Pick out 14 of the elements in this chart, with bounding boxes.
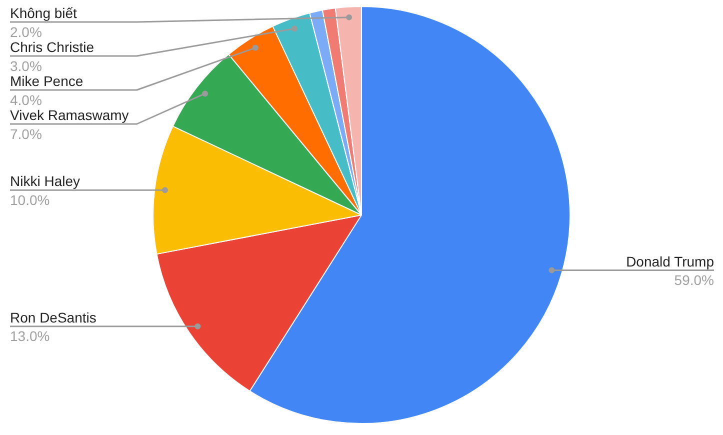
data-label: 2.0% xyxy=(10,24,42,40)
slice-label: Ron DeSantis xyxy=(10,309,96,326)
data-label: 13.0% xyxy=(10,328,50,344)
data-label: 4.0% xyxy=(10,92,42,108)
data-label: 7.0% xyxy=(10,126,42,142)
slice-label: Chris Christie xyxy=(10,39,94,55)
slice-label: Donald Trump xyxy=(626,253,714,270)
slice-label: Vivek Ramaswamy xyxy=(10,107,129,123)
slice-label: Mike Pence xyxy=(10,73,84,89)
data-label: 10.0% xyxy=(10,192,50,208)
slice-label: Nikki Haley xyxy=(10,173,80,190)
slice-label: Không biết xyxy=(10,5,78,21)
data-label: 3.0% xyxy=(10,58,42,74)
data-label: 59.0% xyxy=(674,272,714,288)
